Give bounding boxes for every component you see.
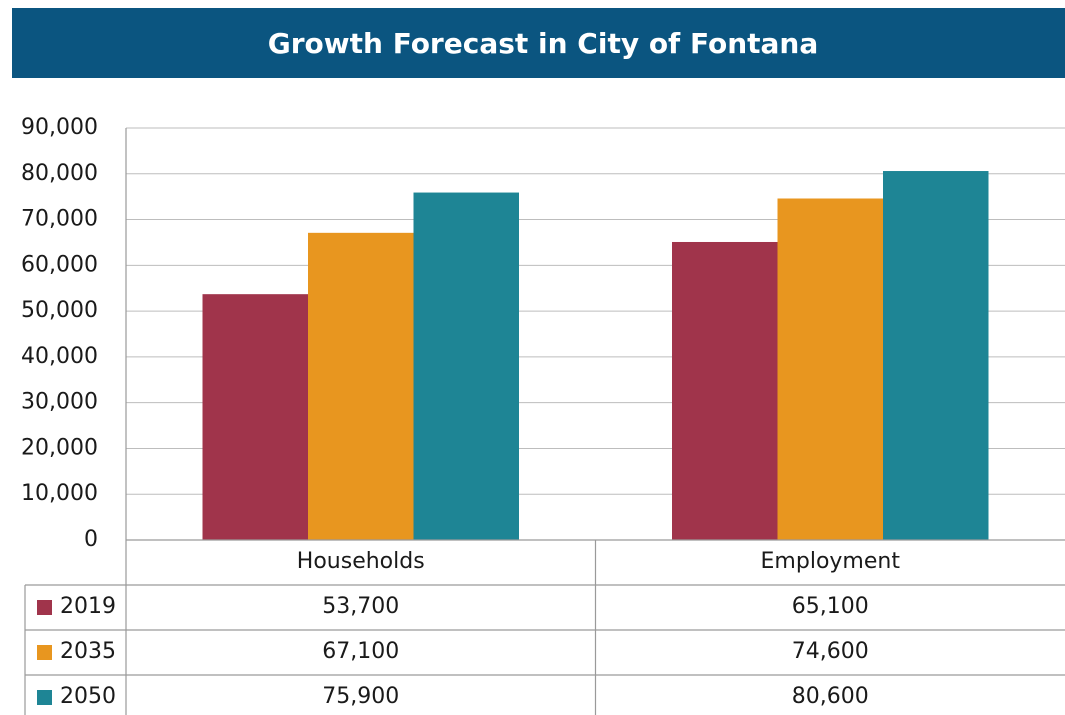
y-tick-label: 0 xyxy=(84,527,98,552)
y-tick-label: 10,000 xyxy=(21,481,98,506)
table-value: 80,600 xyxy=(792,684,869,709)
legend-swatch xyxy=(37,645,52,660)
table-value: 75,900 xyxy=(322,684,399,709)
y-tick-label: 40,000 xyxy=(21,344,98,369)
bar xyxy=(308,232,414,540)
y-tick-label: 50,000 xyxy=(21,298,98,323)
y-tick-label: 30,000 xyxy=(21,390,98,415)
y-tick-label: 20,000 xyxy=(21,435,98,460)
legend-swatch xyxy=(37,690,52,705)
bar xyxy=(777,198,883,540)
y-tick-label: 70,000 xyxy=(21,207,98,232)
table-value: 53,700 xyxy=(322,594,399,619)
y-tick-label: 60,000 xyxy=(21,252,98,277)
bar xyxy=(883,171,989,540)
table-value: 74,600 xyxy=(792,639,869,664)
y-tick-label: 90,000 xyxy=(21,115,98,140)
chart-title: Growth Forecast in City of Fontana xyxy=(268,27,819,60)
bar xyxy=(413,192,519,540)
bar xyxy=(672,241,778,540)
table-value: 67,100 xyxy=(322,639,399,664)
y-tick-label: 80,000 xyxy=(21,161,98,186)
legend-label: 2035 xyxy=(60,639,116,664)
legend-label: 2050 xyxy=(60,684,116,709)
category-label: Households xyxy=(297,549,425,574)
legend-label: 2019 xyxy=(60,594,116,619)
table-value: 65,100 xyxy=(792,594,869,619)
category-label: Employment xyxy=(761,549,901,574)
legend-swatch xyxy=(37,600,52,615)
bar xyxy=(202,294,308,540)
title-bar xyxy=(12,8,1065,78)
